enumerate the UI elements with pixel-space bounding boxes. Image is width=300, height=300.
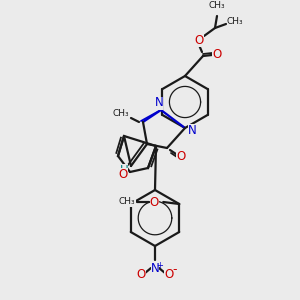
- Text: O: O: [118, 167, 127, 181]
- Text: O: O: [176, 149, 186, 163]
- Text: +: +: [157, 260, 164, 269]
- Text: O: O: [212, 47, 222, 61]
- Text: H: H: [120, 164, 128, 176]
- Text: O: O: [136, 268, 146, 281]
- Text: CH₃: CH₃: [119, 197, 136, 206]
- Text: CH₃: CH₃: [209, 2, 225, 10]
- Text: O: O: [194, 34, 204, 46]
- Text: -: -: [173, 263, 177, 277]
- Text: O: O: [150, 196, 159, 208]
- Text: O: O: [164, 268, 174, 281]
- Text: CH₃: CH₃: [227, 17, 243, 26]
- Text: N: N: [188, 124, 196, 136]
- Text: CH₃: CH₃: [113, 110, 129, 118]
- Text: N: N: [151, 262, 159, 275]
- Text: N: N: [154, 97, 164, 110]
